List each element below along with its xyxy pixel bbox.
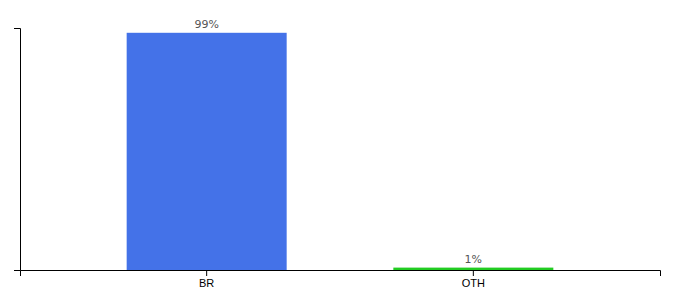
data-labels: 99% 1% <box>194 18 482 266</box>
data-label: 99% <box>194 18 218 31</box>
bar <box>393 268 553 270</box>
bars <box>127 33 554 270</box>
x-axis-line <box>21 271 661 277</box>
x-tick-label: OTH <box>462 277 485 289</box>
plot: BR OTH 99% 1% <box>14 18 661 289</box>
x-tick: OTH <box>462 270 485 289</box>
x-tick-mark <box>206 270 207 276</box>
data-label: 1% <box>465 253 482 266</box>
x-tick-label: BR <box>199 277 214 289</box>
y-axis-line <box>14 29 21 271</box>
x-tick: BR <box>199 270 214 289</box>
x-tick-mark <box>473 270 474 276</box>
y-axis <box>14 29 21 271</box>
x-axis: BR OTH <box>21 270 661 289</box>
chart: BR OTH 99% 1% <box>0 0 680 300</box>
bar <box>127 33 287 270</box>
